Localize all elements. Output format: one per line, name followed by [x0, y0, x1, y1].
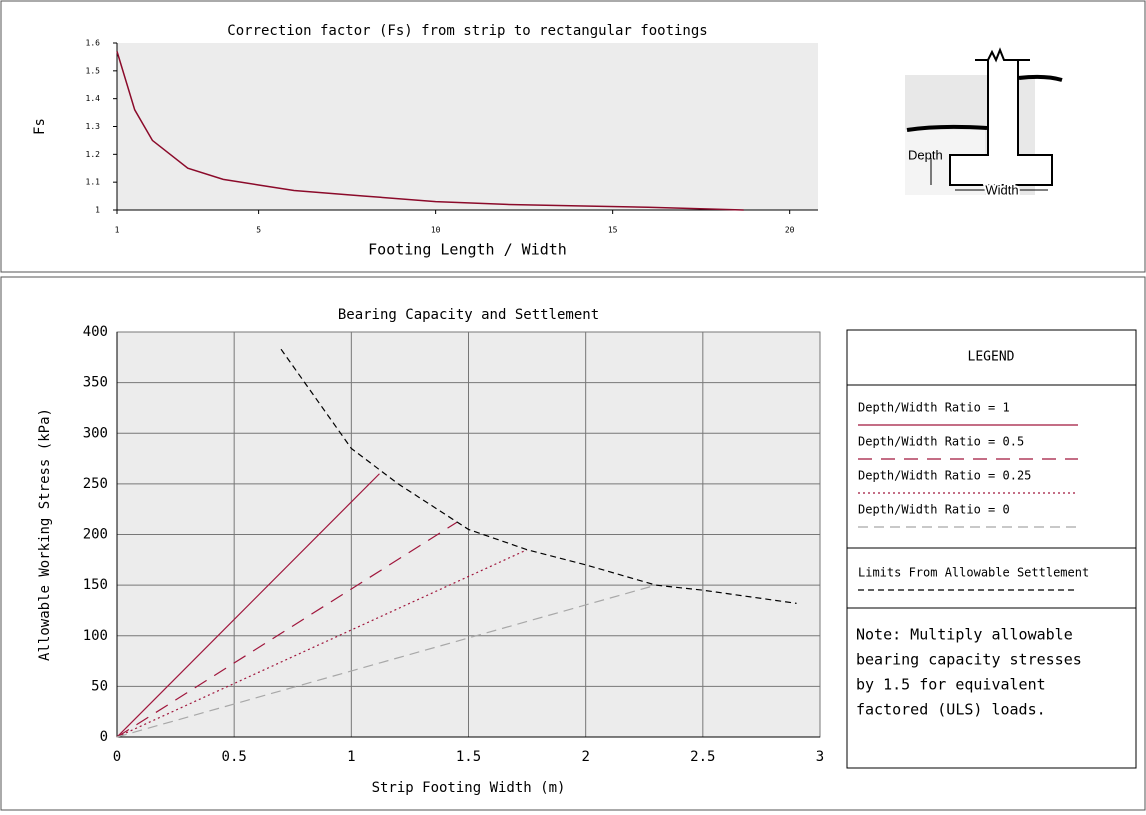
x-tick-label: 0	[113, 749, 121, 765]
x-tick-label: 0.5	[222, 749, 247, 765]
y-tick-label: 1.6	[86, 39, 101, 48]
y-tick-label: 250	[83, 476, 108, 492]
plot-area	[117, 43, 818, 210]
y-tick-label: 1.1	[86, 178, 101, 187]
data-line	[116, 473, 380, 738]
note-line: factored (ULS) loads.	[856, 701, 1046, 719]
y-tick-label: 1.5	[86, 66, 101, 75]
note-line: bearing capacity stresses	[856, 651, 1082, 669]
data-line	[116, 51, 744, 211]
data-line	[116, 549, 528, 738]
data-line	[280, 348, 797, 604]
x-tick-label: 20	[785, 226, 795, 235]
y-tick-label: 1	[95, 206, 100, 215]
y-tick-label: 300	[83, 425, 108, 441]
y-tick-label: 1.2	[86, 150, 101, 159]
y-axis-label: Allowable Working Stress (kPa)	[37, 408, 53, 661]
legend-label: Depth/Width Ratio = 0.5	[858, 435, 1024, 449]
y-tick-label: 50	[91, 678, 108, 694]
legend-label: Depth/Width Ratio = 0	[858, 503, 1010, 517]
note-line: Note: Multiply allowable	[856, 626, 1073, 644]
x-tick-label: 1	[115, 226, 120, 235]
x-tick-label: 1	[347, 749, 355, 765]
legend-label: Depth/Width Ratio = 1	[858, 401, 1010, 415]
y-axis-label: Fs	[32, 118, 48, 135]
legend-label: Limits From Allowable Settlement	[858, 566, 1089, 580]
y-tick-label: 200	[83, 527, 108, 543]
legend-title: LEGEND	[968, 350, 1015, 365]
data-line	[116, 521, 458, 738]
y-tick-label: 0	[100, 729, 108, 745]
x-tick-label: 2.5	[690, 749, 715, 765]
x-tick-label: 15	[608, 226, 618, 235]
legend-label: Depth/Width Ratio = 0.25	[858, 469, 1031, 483]
legend-box: LEGEND	[846, 329, 1137, 769]
y-tick-label: 350	[83, 375, 108, 391]
x-tick-label: 5	[256, 226, 261, 235]
chart-title: Correction factor (Fs) from strip to rec…	[227, 23, 707, 39]
depth-label: Depth	[908, 147, 943, 162]
width-label: Width	[985, 182, 1018, 197]
y-tick-label: 100	[83, 628, 108, 644]
y-tick-label: 1.4	[86, 94, 101, 103]
x-tick-label: 2	[581, 749, 589, 765]
y-tick-label: 150	[83, 577, 108, 593]
chart-title: Bearing Capacity and Settlement	[338, 307, 599, 323]
data-line	[116, 584, 657, 738]
footing-diagram: Depth Width	[905, 47, 1063, 199]
x-tick-label: 1.5	[456, 749, 481, 765]
x-tick-label: 10	[431, 226, 441, 235]
y-tick-label: 1.3	[86, 122, 101, 131]
x-axis-label: Strip Footing Width (m)	[372, 780, 566, 796]
note-line: by 1.5 for equivalent	[856, 676, 1046, 694]
x-axis-label: Footing Length / Width	[368, 241, 567, 259]
y-tick-label: 400	[83, 324, 108, 340]
x-tick-label: 3	[816, 749, 824, 765]
